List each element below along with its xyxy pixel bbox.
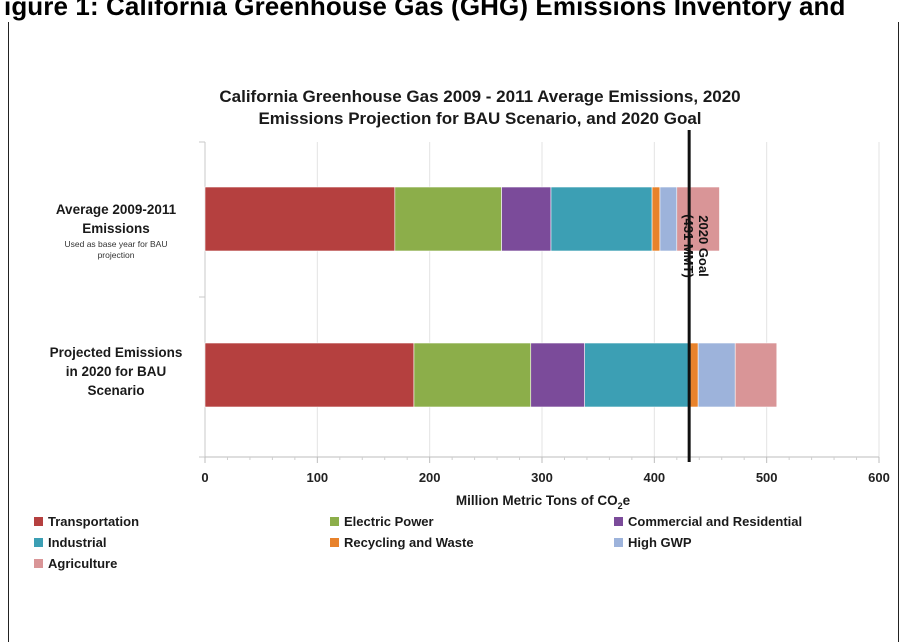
- x-tick-label-600: 600: [868, 470, 890, 485]
- category-label-1-line-1: in 2020 for BAU: [66, 364, 167, 379]
- x-axis-label-main: Million Metric Tons of CO: [456, 493, 618, 508]
- bar-industrial-0: [550, 186, 653, 252]
- legend-label-agriculture: Agriculture: [48, 556, 117, 571]
- bar-commercial-and-residential-1: [530, 342, 585, 408]
- bar-industrial-1: [584, 342, 690, 408]
- legend-item-commercial-and-residential: Commercial and Residential: [614, 514, 802, 529]
- category-label-0-line-1: Emissions: [82, 221, 150, 236]
- legend-item-high-gwp: High GWP: [614, 535, 692, 550]
- legend-item-electric-power: Electric Power: [330, 514, 434, 529]
- x-tick-label-200: 200: [419, 470, 441, 485]
- bar-electric-power-1: [413, 342, 532, 408]
- x-tick-label-400: 400: [643, 470, 665, 485]
- bar-electric-power-0: [394, 186, 502, 252]
- bar-transportation-0: [204, 186, 396, 252]
- chart-text: 0 100 200 300 400 500 600 2020 Goal(431 MMT) Cal…: [50, 87, 890, 511]
- legend-swatch-transportation: [34, 517, 43, 526]
- chart-title-line-1: Emissions Projection for BAU Scenario, a…: [258, 109, 701, 128]
- bar-agriculture-1: [734, 342, 778, 408]
- category-note-0-line-0: Used as base year for BAU: [65, 239, 168, 249]
- goal-label-line-1: (431 MMT): [681, 214, 696, 278]
- legend-item-transportation: Transportation: [34, 514, 139, 529]
- legend-swatch-electric-power: [330, 517, 339, 526]
- bar-high-gwp-1: [697, 342, 736, 408]
- x-axis-label: Million Metric Tons of CO2e: [456, 493, 631, 511]
- bar-transportation-1: [204, 342, 415, 408]
- legend-item-recycling-and-waste: Recycling and Waste: [330, 535, 474, 550]
- x-tick-label-100: 100: [306, 470, 328, 485]
- legend-swatch-industrial: [34, 538, 43, 547]
- legend-label-transportation: Transportation: [48, 514, 139, 529]
- legend-swatch-commercial-and-residential: [614, 517, 623, 526]
- legend-label-electric-power: Electric Power: [344, 514, 434, 529]
- category-note-0-line-1: projection: [98, 250, 135, 260]
- legend-item-agriculture: Agriculture: [34, 556, 117, 571]
- legend-label-recycling-and-waste: Recycling and Waste: [344, 535, 474, 550]
- legend-label-commercial-and-residential: Commercial and Residential: [628, 514, 802, 529]
- chart-title-line-0: California Greenhouse Gas 2009 - 2011 Av…: [219, 87, 740, 106]
- x-axis-label-suffix: e: [623, 493, 631, 508]
- bar-high-gwp-0: [659, 186, 678, 252]
- category-label-0-line-0: Average 2009-2011: [56, 202, 177, 217]
- x-tick-label-0: 0: [201, 470, 208, 485]
- legend-swatch-recycling-and-waste: [330, 538, 339, 547]
- bar-commercial-and-residential-0: [501, 186, 552, 252]
- category-label-1-line-0: Projected Emissions: [50, 345, 183, 360]
- x-tick-label-300: 300: [531, 470, 553, 485]
- bar-agriculture-0: [676, 186, 720, 252]
- legend-item-industrial: Industrial: [34, 535, 107, 550]
- legend: Transportation Electric Power Commercial a…: [34, 514, 802, 571]
- x-axis-label-subscript: 2: [618, 501, 623, 511]
- x-tick-label-500: 500: [756, 470, 778, 485]
- goal-label: 2020 Goal(431 MMT): [681, 214, 711, 278]
- legend-swatch-agriculture: [34, 559, 43, 568]
- legend-label-industrial: Industrial: [48, 535, 107, 550]
- legend-label-high-gwp: High GWP: [628, 535, 692, 550]
- bar-recycling-and-waste-0: [651, 186, 661, 252]
- legend-swatch-high-gwp: [614, 538, 623, 547]
- goal-label-line-0: 2020 Goal: [696, 215, 711, 276]
- bars: [204, 130, 778, 462]
- figure-heading: igure 1: California Greenhouse Gas (GHG)…: [4, 0, 846, 21]
- figure-frame: [8, 22, 899, 642]
- category-label-1-line-2: Scenario: [87, 383, 144, 398]
